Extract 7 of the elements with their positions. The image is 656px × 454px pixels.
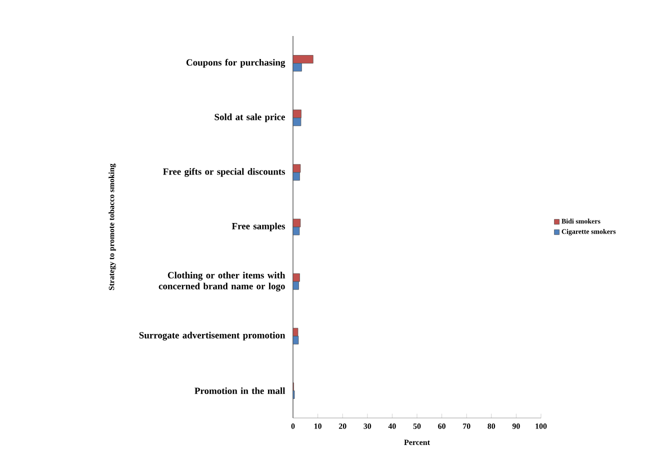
y-tick-label: Free gifts or special discounts — [163, 168, 286, 177]
y-tick-label: Promotion in the mall — [194, 387, 286, 394]
y-tick-label: Clothing or other items with concerned brand name or logo — [158, 272, 286, 292]
y-tick-label: Sold at sale price — [214, 114, 285, 122]
y-tick-label: Free samples — [232, 222, 286, 232]
y-tick-label: Coupons for purchasing — [186, 58, 286, 68]
y-tick-label: Surrogate advertisement promotion — [139, 332, 286, 340]
